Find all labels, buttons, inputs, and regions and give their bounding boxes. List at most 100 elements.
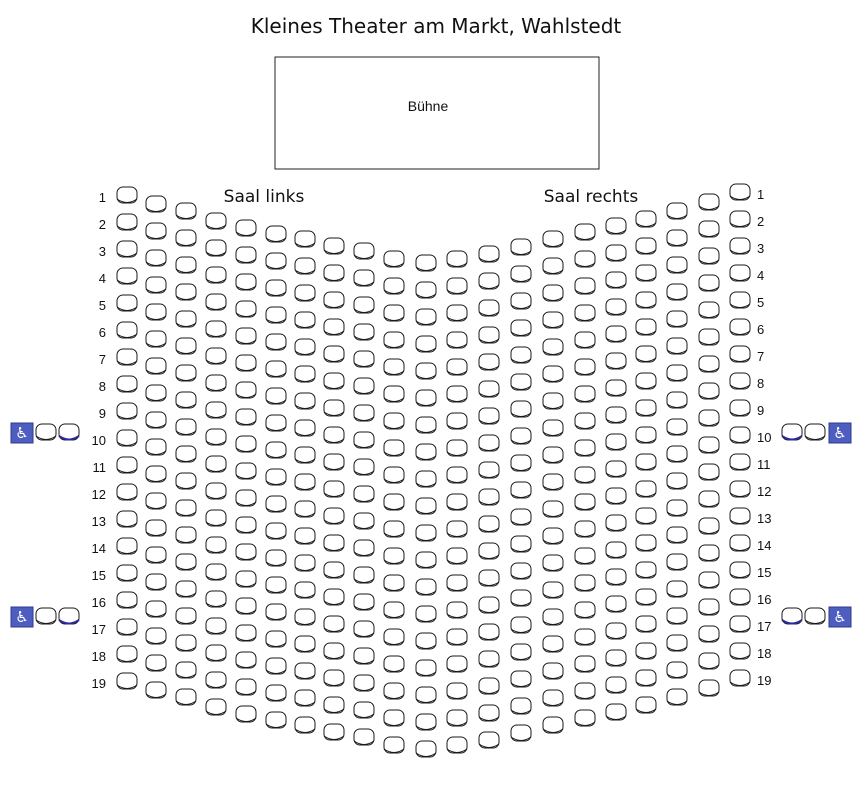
seat-col20-row12[interactable] xyxy=(698,490,720,508)
seat-col6-row16[interactable] xyxy=(265,630,287,648)
seat-col2-row9[interactable] xyxy=(145,411,167,429)
seat-col11-row4[interactable] xyxy=(415,335,437,353)
seat-col21-row3[interactable] xyxy=(729,237,751,255)
seat-col12-row1[interactable] xyxy=(446,250,468,268)
seat-col5-row11[interactable] xyxy=(235,489,257,507)
seat-col14-row13[interactable] xyxy=(510,562,532,580)
seat-col8-row16[interactable] xyxy=(323,642,345,660)
seat-col13-row14[interactable] xyxy=(478,596,500,614)
seat-col10-row1[interactable] xyxy=(383,250,405,268)
wheelchair-seat-left-b-row17[interactable] xyxy=(58,607,80,625)
seat-col16-row6[interactable] xyxy=(574,358,596,376)
seat-col5-row19[interactable] xyxy=(235,705,257,723)
seat-col18-row8[interactable] xyxy=(635,399,657,417)
seat-col3-row2[interactable] xyxy=(175,229,197,247)
seat-col9-row3[interactable] xyxy=(353,296,375,314)
seat-col7-row12[interactable] xyxy=(294,527,316,545)
seat-col6-row7[interactable] xyxy=(265,387,287,405)
seat-col11-row7[interactable] xyxy=(415,416,437,434)
wheelchair-seat-right-a-row10[interactable] xyxy=(781,423,803,441)
seat-col16-row17[interactable] xyxy=(574,655,596,673)
seat-col4-row12[interactable] xyxy=(205,509,227,527)
seat-col20-row8[interactable] xyxy=(698,382,720,400)
seat-col5-row9[interactable] xyxy=(235,435,257,453)
seat-col8-row19[interactable] xyxy=(323,723,345,741)
seat-col3-row6[interactable] xyxy=(175,337,197,355)
seat-col16-row3[interactable] xyxy=(574,277,596,295)
seat-col21-row12[interactable] xyxy=(729,480,751,498)
seat-col7-row17[interactable] xyxy=(294,662,316,680)
seat-col6-row2[interactable] xyxy=(265,252,287,270)
seat-col3-row11[interactable] xyxy=(175,472,197,490)
seat-col18-row4[interactable] xyxy=(635,291,657,309)
seat-col12-row15[interactable] xyxy=(446,628,468,646)
seat-col21-row8[interactable] xyxy=(729,372,751,390)
seat-col15-row3[interactable] xyxy=(542,284,564,302)
seat-col8-row4[interactable] xyxy=(323,318,345,336)
seat-col13-row3[interactable] xyxy=(478,299,500,317)
seat-col5-row3[interactable] xyxy=(235,273,257,291)
seat-col18-row14[interactable] xyxy=(635,561,657,579)
seat-col13-row17[interactable] xyxy=(478,677,500,695)
seat-col9-row6[interactable] xyxy=(353,377,375,395)
seat-col12-row2[interactable] xyxy=(446,277,468,295)
seat-col10-row14[interactable] xyxy=(383,601,405,619)
seat-col16-row12[interactable] xyxy=(574,520,596,538)
seat-col17-row3[interactable] xyxy=(605,271,627,289)
seat-col12-row6[interactable] xyxy=(446,385,468,403)
seat-col15-row18[interactable] xyxy=(542,689,564,707)
seat-col19-row5[interactable] xyxy=(666,310,688,328)
seat-col15-row9[interactable] xyxy=(542,446,564,464)
seat-col8-row6[interactable] xyxy=(323,372,345,390)
seat-col7-row13[interactable] xyxy=(294,554,316,572)
seat-col3-row3[interactable] xyxy=(175,256,197,274)
seat-col14-row19[interactable] xyxy=(510,724,532,742)
seat-col14-row1[interactable] xyxy=(510,238,532,256)
seat-col17-row1[interactable] xyxy=(605,217,627,235)
seat-col4-row1[interactable] xyxy=(205,212,227,230)
seat-col13-row18[interactable] xyxy=(478,704,500,722)
seat-col17-row2[interactable] xyxy=(605,244,627,262)
seat-col17-row8[interactable] xyxy=(605,406,627,424)
seat-col10-row4[interactable] xyxy=(383,331,405,349)
seat-col11-row15[interactable] xyxy=(415,632,437,650)
seat-col16-row14[interactable] xyxy=(574,574,596,592)
seat-col8-row10[interactable] xyxy=(323,480,345,498)
seat-col13-row11[interactable] xyxy=(478,515,500,533)
seat-col7-row8[interactable] xyxy=(294,419,316,437)
seat-col3-row7[interactable] xyxy=(175,364,197,382)
seat-col15-row2[interactable] xyxy=(542,257,564,275)
seat-col4-row2[interactable] xyxy=(205,239,227,257)
seat-col20-row7[interactable] xyxy=(698,355,720,373)
seat-col4-row19[interactable] xyxy=(205,698,227,716)
seat-col9-row13[interactable] xyxy=(353,566,375,584)
seat-col13-row5[interactable] xyxy=(478,353,500,371)
seat-col14-row2[interactable] xyxy=(510,265,532,283)
seat-col4-row14[interactable] xyxy=(205,563,227,581)
seat-col8-row14[interactable] xyxy=(323,588,345,606)
seat-col18-row10[interactable] xyxy=(635,453,657,471)
seat-col17-row4[interactable] xyxy=(605,298,627,316)
seat-col18-row7[interactable] xyxy=(635,372,657,390)
seat-col1-row10[interactable] xyxy=(116,429,138,447)
seat-col9-row4[interactable] xyxy=(353,323,375,341)
seat-col20-row13[interactable] xyxy=(698,517,720,535)
seat-col11-row18[interactable] xyxy=(415,713,437,731)
seat-col4-row4[interactable] xyxy=(205,293,227,311)
seat-col9-row8[interactable] xyxy=(353,431,375,449)
seat-col6-row17[interactable] xyxy=(265,657,287,675)
seat-col5-row7[interactable] xyxy=(235,381,257,399)
seat-col3-row13[interactable] xyxy=(175,526,197,544)
seat-col5-row17[interactable] xyxy=(235,651,257,669)
seat-col21-row2[interactable] xyxy=(729,210,751,228)
seat-col10-row6[interactable] xyxy=(383,385,405,403)
seat-col18-row9[interactable] xyxy=(635,426,657,444)
seat-col9-row18[interactable] xyxy=(353,701,375,719)
seat-col8-row1[interactable] xyxy=(323,237,345,255)
seat-col4-row15[interactable] xyxy=(205,590,227,608)
seat-col18-row6[interactable] xyxy=(635,345,657,363)
seat-col7-row11[interactable] xyxy=(294,500,316,518)
seat-col5-row12[interactable] xyxy=(235,516,257,534)
seat-col3-row10[interactable] xyxy=(175,445,197,463)
seat-col21-row14[interactable] xyxy=(729,534,751,552)
